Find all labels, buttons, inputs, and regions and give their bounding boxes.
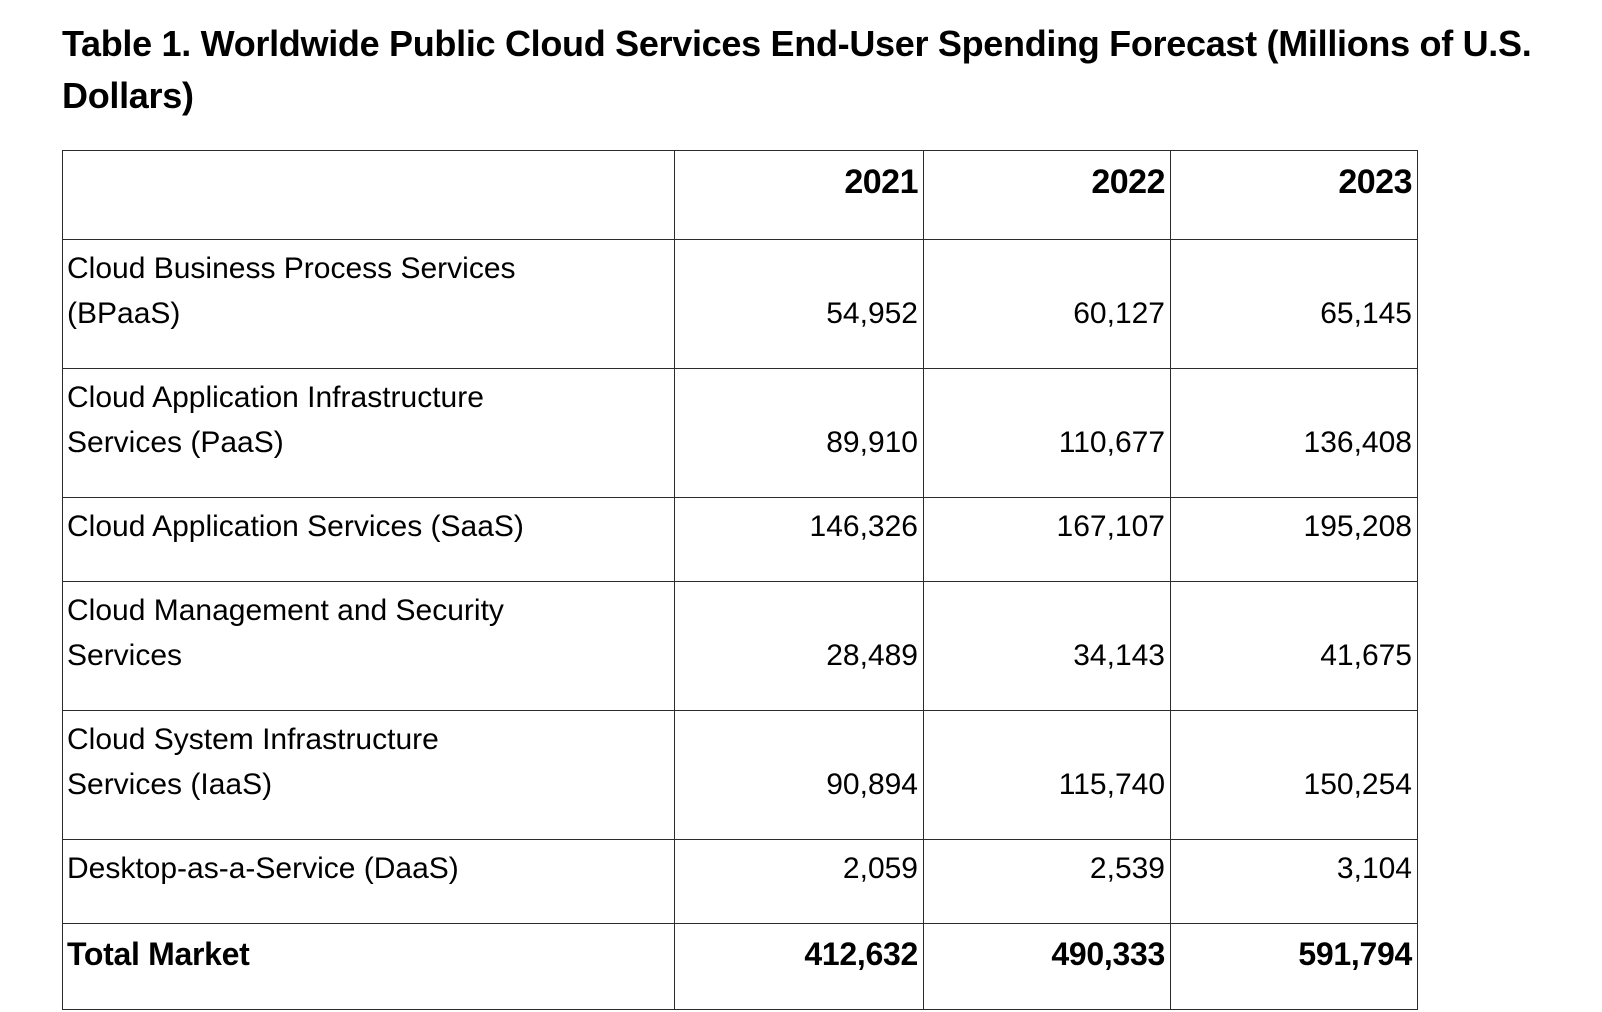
value-2021: 146,326 xyxy=(674,497,924,582)
total-value-2023: 591,794 xyxy=(1170,922,1418,1010)
value-2023: 195,208 xyxy=(1170,497,1418,582)
row-label: Cloud Management and Security Services xyxy=(62,580,675,711)
table-row-management-security: Cloud Management and Security Services 2… xyxy=(62,580,1418,711)
header-blank-cell xyxy=(62,149,675,240)
value-2021: 54,952 xyxy=(674,238,924,369)
row-label: Desktop-as-a-Service (DaaS) xyxy=(62,839,675,924)
row-label: Cloud System Infrastructure Services (Ia… xyxy=(62,709,675,841)
value-2021: 89,910 xyxy=(674,367,924,499)
row-label: Cloud Business Process Services (BPaaS) xyxy=(62,238,675,369)
value-2023: 65,145 xyxy=(1170,238,1418,369)
table-row-paas: Cloud Application Infrastructure Service… xyxy=(62,367,1418,499)
table-row-saas: Cloud Application Services (SaaS) 146,32… xyxy=(62,497,1418,582)
table-row-daas: Desktop-as-a-Service (DaaS) 2,059 2,539 … xyxy=(62,839,1418,924)
total-label: Total Market xyxy=(62,922,675,1010)
value-2022: 34,143 xyxy=(923,580,1171,711)
value-2021: 28,489 xyxy=(674,580,924,711)
header-year-2021: 2021 xyxy=(674,149,924,240)
value-2023: 136,408 xyxy=(1170,367,1418,499)
page-title: Table 1. Worldwide Public Cloud Services… xyxy=(62,23,1532,116)
header-year-2022: 2022 xyxy=(923,149,1171,240)
value-2022: 2,539 xyxy=(923,839,1171,924)
row-label: Cloud Application Services (SaaS) xyxy=(62,497,675,582)
table-row-iaas: Cloud System Infrastructure Services (Ia… xyxy=(62,709,1418,841)
value-2023: 41,675 xyxy=(1170,580,1418,711)
total-value-2021: 412,632 xyxy=(674,922,924,1010)
value-2023: 150,254 xyxy=(1170,709,1418,841)
value-2022: 167,107 xyxy=(923,497,1171,582)
table-row-bpaas: Cloud Business Process Services (BPaaS) … xyxy=(62,238,1418,369)
value-2021: 90,894 xyxy=(674,709,924,841)
spending-forecast-table: 2021 2022 2023 Cloud Business Process Se… xyxy=(62,149,1418,1010)
row-label: Cloud Application Infrastructure Service… xyxy=(62,367,675,499)
value-2021: 2,059 xyxy=(674,839,924,924)
value-2022: 110,677 xyxy=(923,367,1171,499)
table-header-row: 2021 2022 2023 xyxy=(62,149,1418,240)
total-value-2022: 490,333 xyxy=(923,922,1171,1010)
table-row-total-market: Total Market 412,632 490,333 591,794 xyxy=(62,922,1418,1010)
value-2022: 60,127 xyxy=(923,238,1171,369)
value-2023: 3,104 xyxy=(1170,839,1418,924)
value-2022: 115,740 xyxy=(923,709,1171,841)
header-year-2023: 2023 xyxy=(1170,149,1418,240)
